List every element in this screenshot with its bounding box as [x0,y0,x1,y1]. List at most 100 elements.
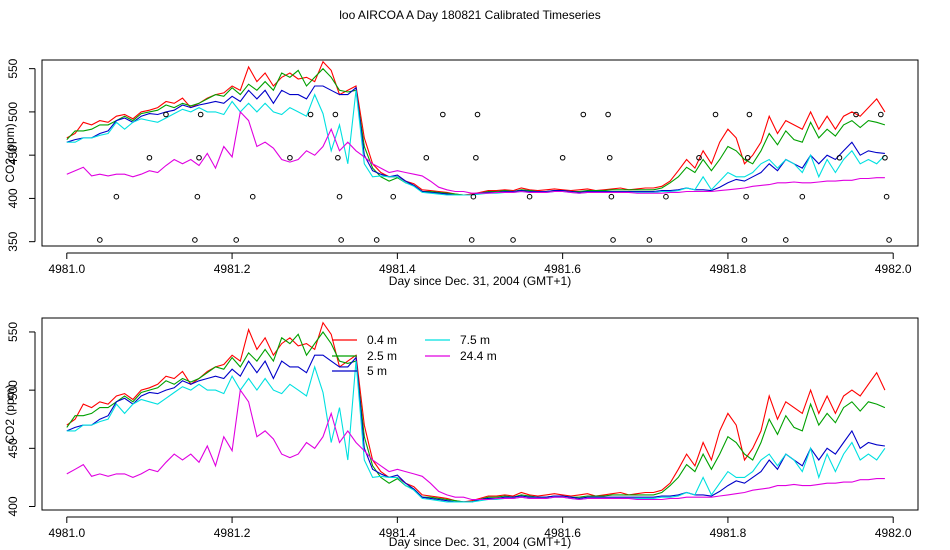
data-point [163,111,169,118]
legend-item: 7.5 m [425,333,490,347]
plot-frame [41,317,919,511]
data-point [197,111,204,118]
legend-item: 24.4 m [425,349,497,363]
data-point [474,111,481,118]
data-point [526,193,533,200]
page-title: loo AIRCOA A Day 180821 Calibrated Times… [339,8,601,22]
data-point [468,237,475,243]
data-point [113,193,120,200]
y-tick-label: 550 [6,58,20,78]
axes: 4981.0 4981.2 4981.4 4981.6 4981.8 4982.0 400 4… [6,322,912,540]
series-line-2-5-m [66,67,886,196]
x-tick-label: 4981.4 [379,262,416,276]
legend-label: 5 m [367,364,387,378]
data-point [886,237,892,243]
legend-item: 2.5 m [332,349,397,363]
x-tick-label: 4981.0 [48,262,85,276]
data-point [836,154,843,161]
series-line-5-m [66,354,885,503]
axes: 4981.0 4981.2 4981.4 4981.6 4981.8 4982.0 350 4… [6,58,912,276]
data-point [663,193,669,200]
data-point [610,237,616,243]
data-point [743,193,749,200]
y-axis-label: CO2 (ppm) [3,384,17,443]
x-tick-label: 4981.6 [544,526,581,540]
data-point [606,154,613,161]
data-point [559,154,566,161]
y-tick-label: 500 [6,380,20,400]
data-point [608,193,615,200]
y-tick-label: 450 [6,438,20,458]
data-point [146,154,153,161]
data-point [233,237,240,243]
legend-label: 2.5 m [367,349,397,363]
x-axis-label: Day since Dec. 31, 2004 (GMT+1) [389,274,571,288]
data-point [696,154,702,161]
legend-item: 0.4 m [332,333,397,347]
top-panel: 4981.0 4981.2 4981.4 4981.6 4981.8 4982.0 350 4… [3,58,919,288]
legend-label: 0.4 m [367,333,397,347]
data-point [746,111,753,118]
data-point [373,237,380,243]
y-tick-label: 450 [6,145,20,165]
series-line-7-5-m [66,361,886,503]
data-point [440,111,446,118]
data-point [194,193,201,200]
data-point [335,154,341,161]
data-point [192,237,198,243]
y-tick-label: 400 [6,188,20,208]
data-point [470,193,477,200]
data-point [744,154,751,161]
legend-label: 24.4 m [460,349,497,363]
x-tick-label: 4981.4 [379,526,416,540]
data-point [287,154,293,161]
plot-frame [41,59,919,247]
data-point [473,154,479,161]
data-point [605,111,611,118]
data-point [646,237,653,243]
y-axis-label: CO2 (ppm) [3,123,17,182]
x-axis-label: Day since Dec. 31, 2004 (GMT+1) [389,535,571,549]
x-tick-label: 4982.0 [875,526,912,540]
data-point [307,111,314,118]
data-point [883,193,890,200]
x-tick-label: 4981.8 [710,262,747,276]
data-point [741,237,748,243]
data-point [510,237,516,243]
legend-item: 5 m [332,364,387,378]
data-point [782,237,789,243]
series-line-0-4-m [66,60,886,196]
marker-layer [97,111,892,243]
y-tick-label: 350 [6,231,20,251]
data-point [338,237,344,243]
y-tick-label: 550 [6,322,20,342]
y-tick-label: 500 [6,102,20,122]
x-tick-label: 4981.0 [48,526,85,540]
x-tick-label: 4981.8 [710,526,747,540]
x-tick-label: 4982.0 [875,262,912,276]
legend-label: 7.5 m [460,333,490,347]
series-line-7-5-m [66,90,886,196]
series-line-24-4-m [66,110,885,194]
y-tick-label: 400 [6,496,20,516]
data-point [336,193,343,200]
data-point [878,111,884,118]
data-point [712,111,719,118]
data-point [799,193,806,200]
series-layer [66,321,886,503]
x-tick-label: 4981.6 [544,262,581,276]
data-point [853,111,859,118]
series-layer [66,60,886,196]
data-point [423,154,430,161]
data-point [97,237,103,243]
series-line-5-m [66,85,885,196]
x-tick-label: 4981.2 [214,526,251,540]
legend: 0.4 m 2.5 m5 m 7.5 m 24.4 m [332,333,497,378]
series-line-24-4-m [66,388,885,501]
x-tick-label: 4981.2 [214,262,251,276]
data-point [249,193,256,200]
data-point [196,154,202,161]
data-point [580,111,587,118]
bottom-panel: 4981.0 4981.2 4981.4 4981.6 4981.8 4982.0 400 4… [3,317,919,549]
